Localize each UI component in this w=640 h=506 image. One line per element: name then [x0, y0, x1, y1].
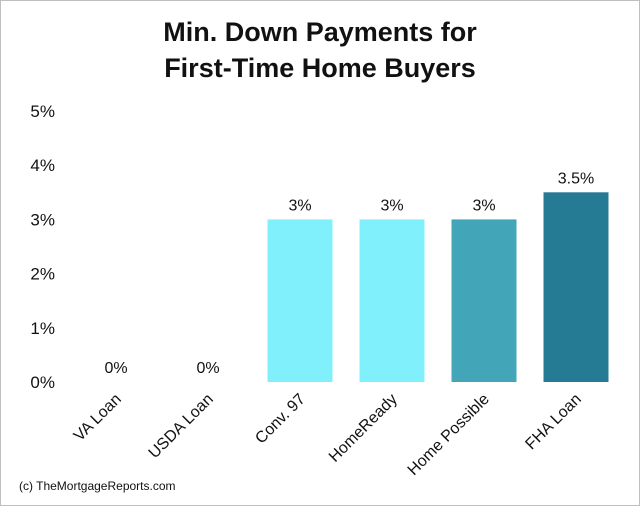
bar	[451, 219, 517, 382]
chart-title: Min. Down Payments for First-Time Home B…	[0, 14, 640, 86]
x-tick-label: USDA Loan	[146, 391, 217, 462]
x-tick-label: FHA Loan	[522, 391, 584, 453]
data-label: 3.5%	[558, 170, 594, 187]
x-tick-label: Conv. 97	[252, 391, 309, 448]
data-label: 3%	[380, 197, 403, 214]
y-tick-label: 4%	[30, 156, 55, 175]
data-label: 3%	[288, 197, 311, 214]
chart-title-line-1: Min. Down Payments for	[163, 17, 477, 47]
x-tick-label: HomeReady	[326, 391, 401, 466]
y-tick-label: 2%	[30, 265, 55, 284]
data-label: 0%	[196, 360, 219, 377]
data-label: 0%	[104, 360, 127, 377]
source-credit: (c) TheMortgageReports.com	[19, 479, 176, 493]
data-label: 3%	[472, 197, 495, 214]
y-tick-label: 1%	[30, 319, 55, 338]
y-tick-label: 5%	[30, 102, 55, 121]
bar	[359, 219, 425, 382]
y-tick-label: 3%	[30, 210, 55, 229]
x-tick-label: VA Loan	[71, 391, 125, 445]
chart-title-line-2: First-Time Home Buyers	[164, 53, 476, 83]
x-tick-label: Home Possible	[405, 391, 493, 479]
bar	[543, 192, 609, 382]
y-tick-label: 0%	[30, 373, 55, 392]
bar	[267, 219, 333, 382]
